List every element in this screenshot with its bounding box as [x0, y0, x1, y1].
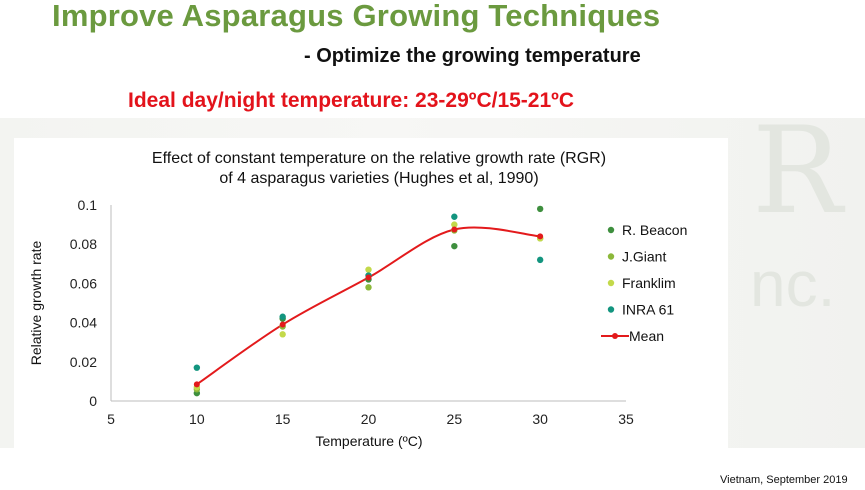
point-franklim — [279, 331, 286, 338]
footer-text: Vietnam, September 2019 — [720, 474, 848, 486]
point-mean — [279, 321, 286, 328]
x-tick-label: 20 — [361, 411, 377, 427]
legend-marker-r-beacon — [607, 226, 615, 234]
point-inra-61 — [536, 256, 544, 264]
chart-panel: Effect of constant temperature on the re… — [14, 138, 728, 470]
y-tick-label: 0.06 — [70, 275, 97, 291]
legend-mean-marker — [612, 333, 618, 339]
chart-svg: Effect of constant temperature on the re… — [28, 150, 687, 449]
chart-title-line2: of 4 asparagus varieties (Hughes et al, … — [219, 170, 538, 187]
point-mean — [365, 274, 372, 281]
point-j-giant — [365, 284, 372, 291]
y-tick-label: 0.08 — [70, 236, 97, 252]
slide-subtitle: - Optimize the growing temperature — [304, 45, 641, 67]
point-mean — [537, 233, 544, 240]
x-tick-label: 5 — [107, 411, 115, 427]
point-r-beacon — [451, 242, 458, 250]
legend-label-inra-61: INRA 61 — [622, 302, 674, 318]
point-mean — [451, 226, 458, 233]
chart-title-line1: Effect of constant temperature on the re… — [152, 150, 606, 167]
x-axis-label: Temperature (ºC) — [315, 433, 422, 449]
y-tick-label: 0.02 — [70, 354, 97, 370]
legend-label-franklim: Franklim — [622, 275, 676, 291]
y-tick-label: 0.1 — [78, 197, 98, 213]
point-franklim — [365, 266, 372, 273]
x-tick-label: 35 — [618, 411, 634, 427]
legend-marker-j-giant — [607, 253, 615, 260]
mean-series-line — [196, 226, 541, 386]
legend-label-j-giant: J.Giant — [622, 249, 666, 265]
slide-title: Improve Asparagus Growing Techniques — [52, 0, 661, 33]
x-tick-label: 30 — [532, 411, 548, 427]
point-mean — [193, 381, 200, 388]
ideal-temperature-text: Ideal day/night temperature: 23-29ºC/15-… — [128, 89, 574, 112]
legend-label-r-beacon: R. Beacon — [622, 222, 687, 238]
point-inra-61 — [279, 313, 286, 320]
x-tick-label: 15 — [275, 411, 291, 427]
y-axis-label: Relative growth rate — [28, 241, 44, 366]
point-franklim — [451, 221, 458, 228]
legend-marker-franklim — [607, 279, 615, 287]
point-inra-61 — [451, 213, 458, 220]
x-tick-label: 10 — [189, 411, 205, 427]
y-tick-label: 0.04 — [70, 315, 97, 331]
x-tick-label: 25 — [447, 411, 463, 427]
legend-marker-inra-61 — [607, 306, 615, 313]
point-inra-61 — [193, 364, 201, 371]
legend-label-mean: Mean — [629, 328, 664, 344]
y-tick-label: 0 — [89, 393, 97, 409]
point-r-beacon — [536, 205, 544, 213]
